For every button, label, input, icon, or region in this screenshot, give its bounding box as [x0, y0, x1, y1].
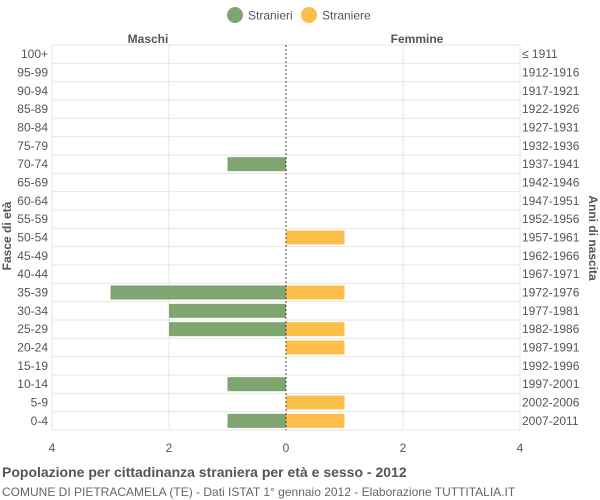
birth-year-label: 1962-1966 [522, 249, 580, 263]
bar-female-35-39 [286, 285, 345, 300]
x-tick-label: 0 [283, 441, 290, 455]
age-label: 5-9 [31, 396, 49, 410]
legend-label-straniere: Straniere [322, 9, 371, 23]
chart-subtitle: COMUNE DI PIETRACAMELA (TE) - Dati ISTAT… [2, 485, 516, 499]
age-label: 55-59 [17, 212, 48, 226]
legend: Stranieri Straniere [227, 7, 371, 23]
bar-male-25-29 [169, 322, 286, 337]
bar-male-0-4 [227, 413, 286, 428]
birth-year-label: ≤ 1911 [522, 47, 558, 61]
birth-year-label: 2007-2011 [522, 414, 579, 428]
bar-female-5-9 [286, 395, 345, 410]
age-label: 25-29 [17, 322, 48, 336]
males-header: Maschi [128, 32, 169, 46]
age-labels: 100+ 95-99 90-94 85-89 80-84 75-79 70-74 65-69 6… [17, 47, 48, 428]
birth-year-label: 1977-1981 [522, 304, 580, 318]
age-label: 45-49 [17, 249, 48, 263]
females-header: Femmine [391, 32, 444, 46]
legend-label-stranieri: Stranieri [248, 9, 293, 23]
age-label: 0-4 [31, 414, 49, 428]
birth-year-label: 1922-1926 [522, 102, 580, 116]
birth-year-label: 2002-2006 [522, 396, 580, 410]
bars [110, 45, 345, 430]
chart-title: Popolazione per cittadinanza straniera p… [2, 464, 407, 480]
birth-year-label: 1947-1951 [522, 194, 580, 208]
age-label: 90-94 [17, 84, 48, 98]
bar-male-70-74 [227, 157, 286, 172]
legend-swatch-stranieri [227, 7, 243, 23]
y-axis-label-right: Anni di nascita [586, 195, 600, 281]
age-label: 20-24 [17, 341, 48, 355]
bar-female-0-4 [286, 413, 345, 428]
x-tick-label: 4 [49, 441, 56, 455]
bar-male-30-34 [169, 303, 286, 318]
birth-year-label: 1992-1996 [522, 359, 580, 373]
x-tick-label: 2 [400, 441, 407, 455]
birth-year-label: 1942-1946 [522, 176, 580, 190]
birth-year-label: 1957-1961 [522, 231, 580, 245]
age-label: 85-89 [17, 102, 48, 116]
birth-year-label: 1982-1986 [522, 322, 580, 336]
birth-year-label: 1932-1936 [522, 139, 580, 153]
bar-female-50-54 [286, 230, 345, 245]
birth-year-label: 1997-2001 [522, 377, 580, 391]
x-tick-label: 2 [166, 441, 173, 455]
x-axis-ticks: 4 2 0 2 4 [49, 441, 524, 455]
birth-year-label: 1967-1971 [522, 267, 580, 281]
age-label: 30-34 [17, 304, 48, 318]
age-label: 65-69 [17, 176, 48, 190]
bar-male-35-39 [110, 285, 286, 300]
x-tick-label: 4 [517, 441, 524, 455]
age-label: 15-19 [17, 359, 48, 373]
birth-year-label: 1912-1916 [522, 66, 580, 80]
birth-year-label: 1917-1921 [522, 84, 580, 98]
age-label: 80-84 [17, 121, 48, 135]
birth-year-label: 1927-1931 [522, 121, 580, 135]
age-label: 70-74 [17, 157, 48, 171]
bar-female-25-29 [286, 322, 345, 337]
birth-year-label: 1987-1991 [522, 341, 580, 355]
age-label: 75-79 [17, 139, 48, 153]
age-label: 35-39 [17, 286, 48, 300]
year-labels: ≤ 1911 1912-1916 1917-1921 1922-1926 1927-19… [522, 47, 580, 428]
bar-female-20-24 [286, 340, 345, 355]
age-label: 50-54 [17, 231, 48, 245]
age-label: 95-99 [17, 66, 48, 80]
birth-year-label: 1952-1956 [522, 212, 580, 226]
birth-year-label: 1937-1941 [522, 157, 580, 171]
bar-male-10-14 [227, 377, 286, 392]
age-label: 100+ [21, 47, 48, 61]
age-label: 40-44 [17, 267, 48, 281]
birth-year-label: 1972-1976 [522, 286, 580, 300]
y-axis-label-left: Fasce di età [0, 201, 14, 270]
age-label: 10-14 [17, 377, 48, 391]
age-label: 60-64 [17, 194, 48, 208]
legend-swatch-straniere [301, 7, 317, 23]
